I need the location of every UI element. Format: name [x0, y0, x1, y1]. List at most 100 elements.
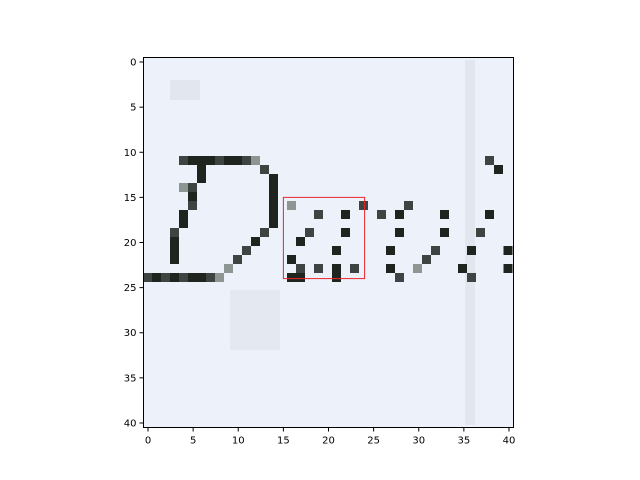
ink-stroke-a	[296, 273, 305, 282]
ink-stroke-a	[287, 273, 296, 282]
ink-stroke-d-right	[224, 264, 233, 273]
ink-stroke-a	[305, 228, 314, 237]
ink-stroke-a	[296, 264, 305, 273]
ink-stroke-d-right	[269, 174, 278, 183]
ink-stroke-d-top	[260, 165, 269, 174]
x-axis: 0 5 10 15 20 25 30 35 40	[145, 427, 516, 447]
ink-stroke-d-right	[269, 201, 278, 210]
ink-stroke-d-top	[206, 156, 215, 165]
x-tick-label: 40	[503, 436, 516, 447]
ink-stroke-a	[314, 264, 323, 273]
ink-stroke-d-left	[179, 210, 188, 219]
ink-stroke-d-top	[197, 156, 206, 165]
y-tick-label: 5	[130, 103, 136, 114]
ink-stroke-v	[395, 273, 404, 282]
ink-stroke-a	[332, 264, 341, 273]
ink-stroke-d-top	[251, 156, 260, 165]
ink-stroke-d-base	[206, 273, 215, 282]
ink-stroke-d-left	[197, 174, 206, 183]
ink-stroke-d-left	[170, 246, 179, 255]
ink-stroke-d-left	[197, 165, 206, 174]
ink-stroke-d-base	[161, 273, 170, 282]
y-tick-label: 25	[124, 283, 137, 294]
ink-stroke-d-base	[143, 273, 153, 282]
ink-stroke-d-top	[233, 156, 242, 165]
ink-stroke-d-left	[179, 183, 188, 192]
ink-stroke-d-base	[170, 273, 179, 282]
ink-stroke-d-left	[188, 192, 197, 201]
ink-stroke-d-right	[269, 210, 278, 219]
y-tick-label: 30	[124, 328, 137, 339]
y-tick-label: 10	[124, 148, 137, 159]
ink-stroke-v	[422, 255, 431, 264]
x-tick-label: 0	[145, 436, 151, 447]
ink-stroke-d-top	[188, 156, 197, 165]
highlight-box	[282, 196, 366, 280]
y-tick-label: 35	[124, 373, 137, 384]
handwriting-image	[143, 57, 514, 428]
x-tick-label: 5	[190, 436, 196, 447]
ink-stroke-i	[467, 273, 476, 282]
x-tick-label: 20	[322, 436, 335, 447]
x-tick-label: 30	[412, 436, 425, 447]
ink-stroke-a	[287, 201, 296, 210]
ink-stroke-a	[341, 210, 350, 219]
ink-stroke-d-top	[224, 156, 233, 165]
ink-stroke-a	[314, 210, 323, 219]
ink-stroke-d-left	[170, 237, 179, 246]
ink-stroke-d-left	[188, 183, 197, 192]
image-background	[143, 57, 514, 428]
ink-stroke-v	[431, 246, 440, 255]
y-tick-label: 0	[130, 58, 136, 69]
ink-stroke-i	[485, 156, 494, 165]
ink-stroke-v	[386, 264, 395, 273]
ink-stroke-v	[395, 228, 404, 237]
ink-stroke-v	[377, 210, 386, 219]
ink-stroke-v	[395, 210, 404, 219]
ink-stroke-i	[458, 264, 467, 273]
ink-stroke-a	[332, 273, 341, 282]
x-tick-label: 15	[277, 436, 290, 447]
y-axis: 0 5 10 15 20 25 30 35 40	[124, 58, 144, 429]
ink-stroke-d-right	[260, 228, 269, 237]
ink-stroke-v	[386, 246, 395, 255]
ink-stroke-v	[440, 228, 449, 237]
ink-stroke-i	[467, 246, 476, 255]
ink-stroke-a	[359, 201, 368, 210]
x-tick-label: 35	[457, 436, 470, 447]
ink-stroke-d-right	[269, 219, 278, 228]
ink-stroke-d-right	[269, 192, 278, 201]
ink-stroke-d-left	[170, 228, 179, 237]
ink-stroke-d-left	[170, 255, 179, 264]
ink-stroke-a	[296, 237, 305, 246]
y-tick-label: 20	[124, 238, 137, 249]
paper-texture	[170, 80, 200, 100]
ink-stroke-v	[440, 210, 449, 219]
ink-stroke-d-left	[188, 201, 197, 210]
y-tick-label: 15	[124, 193, 137, 204]
ink-stroke-d-base	[197, 273, 206, 282]
ink-stroke-a	[350, 264, 359, 273]
ink-stroke-i	[494, 165, 503, 174]
ink-stroke-d-top	[215, 156, 224, 165]
ink-stroke-d-base	[179, 273, 188, 282]
ink-stroke-d-right	[242, 246, 251, 255]
x-tick-label: 25	[367, 436, 380, 447]
ink-stroke-d-right	[251, 237, 260, 246]
ink-stroke-d-right	[233, 255, 242, 264]
ink-stroke-v	[413, 264, 422, 273]
ink-stroke-i	[476, 228, 485, 237]
y-tick-label: 40	[124, 418, 137, 429]
ink-stroke-d-base	[188, 273, 197, 282]
ink-stroke-i	[485, 210, 494, 219]
ink-stroke-d-top	[179, 156, 188, 165]
ink-stroke-d-base	[152, 273, 161, 282]
ink-stroke-a	[332, 246, 341, 255]
ink-stroke-i	[503, 246, 513, 255]
ink-stroke-a	[287, 255, 296, 264]
paper-texture	[465, 60, 475, 425]
ink-stroke-d-base	[215, 273, 224, 282]
ink-stroke-d-top	[242, 156, 251, 165]
paper-texture	[230, 290, 280, 350]
